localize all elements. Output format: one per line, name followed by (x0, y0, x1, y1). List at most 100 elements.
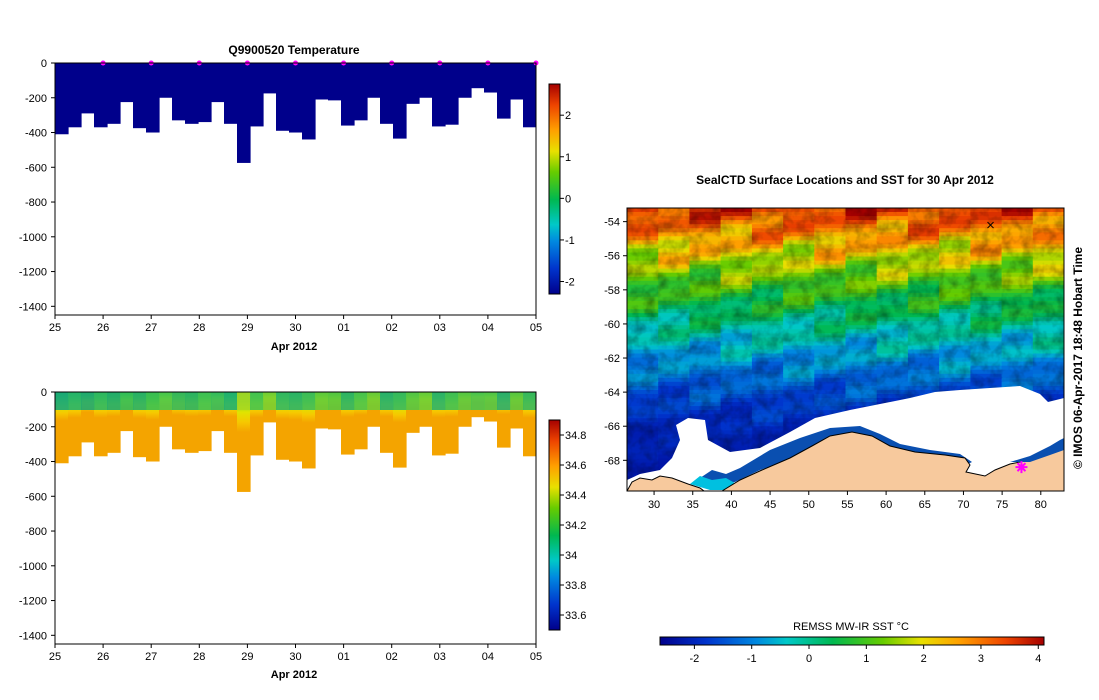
map-y-axis: -54 -56 -58 -60 -62 -64 -66 -68 (604, 217, 627, 467)
x-tick-label: 29 (241, 651, 253, 663)
sst-colorbar-tick-label: -1 (747, 653, 757, 665)
profile-surface-layer (406, 392, 420, 410)
profile-column (55, 63, 69, 135)
profile-surface-layer (393, 392, 407, 410)
temperature-profiles (55, 63, 536, 163)
x-tick-label: 02 (386, 651, 398, 663)
sst-colorbar-ticks: -2 -1 0 1 2 3 4 (689, 645, 1041, 665)
colorbar-tick-label: -2 (565, 277, 575, 289)
profile-column (315, 63, 329, 100)
y-tick-label: -200 (25, 422, 47, 434)
map-x-axis: 30 35 40 45 50 55 60 65 70 75 80 (648, 491, 1047, 511)
profile-column (120, 63, 134, 103)
map-x-tick-label: 55 (841, 499, 853, 511)
x-tick-label: 30 (289, 651, 301, 663)
x-tick-label: 28 (193, 322, 205, 334)
profile-column (497, 63, 511, 119)
y-tick-label: -600 (25, 162, 47, 174)
profile-column (380, 63, 394, 124)
profile-surface-layer (328, 392, 342, 410)
y-tick-label: -400 (25, 457, 47, 469)
temperature-y-axis: 0 -200 -400 -600 -800 -1000 -1200 -1400 (19, 58, 55, 313)
y-tick-label: -1000 (19, 561, 47, 573)
profile-column (367, 63, 381, 98)
x-tick-label: 02 (386, 322, 398, 334)
profile-column (432, 63, 446, 127)
profile-column (68, 63, 82, 128)
y-tick-label: 0 (41, 387, 47, 399)
profile-surface-layer (315, 392, 329, 410)
profile-surface-layer (458, 392, 472, 410)
profile-column (419, 63, 433, 98)
profile-surface-layer (133, 392, 147, 410)
colorbar-tick-label: 34.4 (565, 490, 586, 502)
y-tick-label: -1400 (19, 301, 47, 313)
sst-colorbar-tick-label: 0 (806, 653, 812, 665)
x-tick-label: 03 (434, 322, 446, 334)
profile-surface-layer (55, 392, 69, 410)
profile-surface-layer (198, 392, 212, 410)
profile-surface-layer (237, 392, 251, 410)
profile-surface-layer (146, 392, 160, 410)
colorbar-tick-label: 34.6 (565, 460, 586, 472)
x-tick-label: 29 (241, 322, 253, 334)
map-y-tick-label: -58 (604, 285, 620, 297)
temperature-title: Q9900520 Temperature (228, 43, 360, 57)
profile-surface-layer (224, 392, 238, 410)
y-tick-label: -1200 (19, 596, 47, 608)
x-tick-label: 27 (145, 322, 157, 334)
colorbar-tick-label: 1 (565, 152, 571, 164)
colorbar-tick-label: 34 (565, 550, 577, 562)
profile-column (393, 392, 407, 468)
profile-surface-layer (276, 392, 290, 410)
profile-column (302, 63, 316, 140)
map-x-tick-label: 50 (803, 499, 815, 511)
profile-column (471, 63, 485, 89)
profile-column (107, 63, 121, 124)
map-y-tick-label: -66 (604, 421, 620, 433)
map-x-tick-label: 60 (880, 499, 892, 511)
colorbar-tick-label: -1 (565, 235, 575, 247)
sst-colorbar (659, 636, 1045, 646)
profile-column (211, 63, 225, 103)
x-tick-label: 01 (337, 322, 349, 334)
profile-column (198, 63, 212, 123)
profile-column (406, 63, 420, 104)
y-tick-label: -600 (25, 491, 47, 503)
profile-column (445, 63, 459, 125)
profile-column (328, 63, 342, 101)
map-x-tick-label: 35 (687, 499, 699, 511)
profile-column (458, 63, 472, 98)
sst-colorbar-tick-label: 1 (863, 653, 869, 665)
profile-surface-layer (432, 392, 446, 410)
profile-surface-layer (263, 392, 277, 410)
sst-colorbar-label: REMSS MW-IR SST °C (793, 621, 909, 633)
x-tick-label: 03 (434, 651, 446, 663)
profile-column (237, 392, 251, 492)
coastal-ice-cyan (690, 476, 740, 490)
temperature-x-label: Apr 2012 (271, 341, 317, 353)
colorbar-tick-label: 34.2 (565, 520, 586, 532)
x-tick-label: 05 (530, 651, 542, 663)
map-y-tick-label: -64 (604, 387, 620, 399)
temperature-x-axis: 25 26 27 28 29 30 01 02 03 04 05 (49, 315, 542, 334)
profile-column (146, 63, 160, 133)
profile-surface-layer (367, 392, 381, 410)
y-tick-label: -1200 (19, 267, 47, 279)
y-tick-label: -1000 (19, 232, 47, 244)
profile-surface-layer (159, 392, 173, 410)
colorbar-tick-label: 2 (565, 110, 571, 122)
credit-text: © IMOS 06-Apr-2017 18:48 Hobart Time (1071, 247, 1085, 469)
map-x-tick-label: 75 (996, 499, 1008, 511)
colorbar-tick-label: 33.8 (565, 580, 586, 592)
x-tick-label: 25 (49, 322, 61, 334)
y-tick-label: -400 (25, 128, 47, 140)
profile-surface-layer (81, 392, 95, 410)
salinity-x-label: Apr 2012 (271, 669, 317, 681)
profile-column (523, 63, 536, 128)
profile-surface-layer (471, 392, 485, 410)
x-tick-label: 01 (337, 651, 349, 663)
sst-colorbar-tick-label: -2 (689, 653, 699, 665)
profile-column (289, 63, 303, 133)
